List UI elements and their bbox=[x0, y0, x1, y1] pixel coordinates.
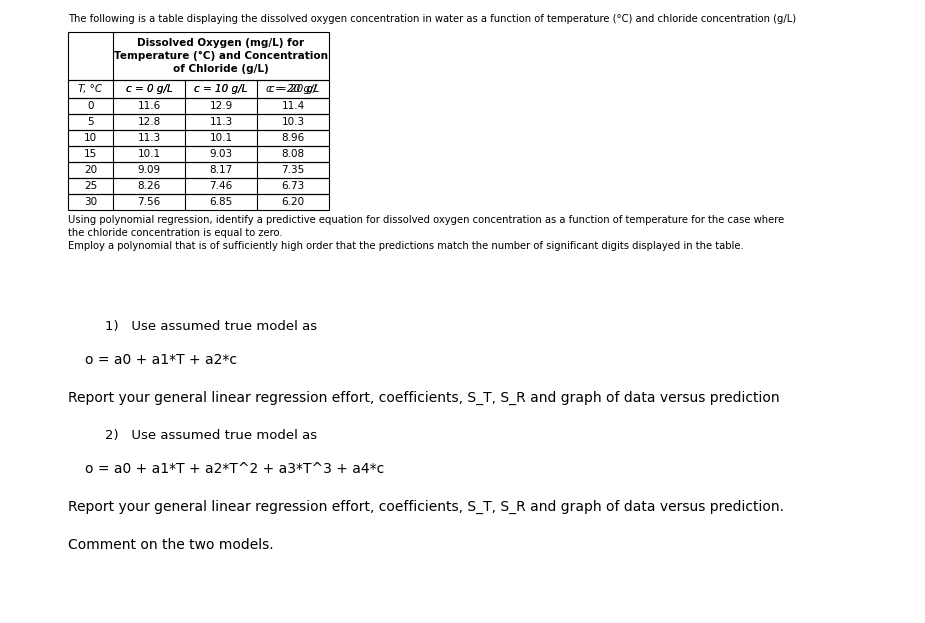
Text: 11.3: 11.3 bbox=[209, 117, 232, 127]
Text: 11.6: 11.6 bbox=[138, 101, 161, 111]
Text: 10.1: 10.1 bbox=[138, 149, 161, 159]
Text: 6.20: 6.20 bbox=[281, 197, 304, 207]
Text: c = 0 g/L: c = 0 g/L bbox=[126, 84, 172, 94]
Text: c = 10 g/L: c = 10 g/L bbox=[194, 84, 248, 94]
Bar bbox=[68, 178, 329, 194]
Text: 1)   Use assumed true model as: 1) Use assumed true model as bbox=[105, 320, 317, 333]
Text: 0: 0 bbox=[87, 101, 93, 111]
Text: 15: 15 bbox=[84, 149, 97, 159]
Text: 10.3: 10.3 bbox=[281, 117, 304, 127]
Text: 12.8: 12.8 bbox=[138, 117, 161, 127]
Text: 20: 20 bbox=[84, 165, 97, 175]
Text: c = 10 g/L: c = 10 g/L bbox=[194, 84, 248, 94]
Text: 8.96: 8.96 bbox=[281, 133, 304, 143]
Bar bbox=[68, 194, 329, 210]
Text: 12.9: 12.9 bbox=[209, 101, 232, 111]
Text: The following is a table displaying the dissolved oxygen concentration in water : The following is a table displaying the … bbox=[68, 14, 796, 24]
Text: 7.35: 7.35 bbox=[281, 165, 304, 175]
Bar bbox=[68, 114, 329, 130]
Text: 30: 30 bbox=[84, 197, 97, 207]
Text: Report your general linear regression effort, coefficients, S_T, S_R and graph o: Report your general linear regression ef… bbox=[68, 500, 784, 514]
Text: 6.73: 6.73 bbox=[281, 181, 304, 191]
Text: 11.4: 11.4 bbox=[281, 101, 304, 111]
Text: c = 20 g/: c = 20 g/ bbox=[269, 84, 316, 94]
Text: 8.17: 8.17 bbox=[209, 165, 232, 175]
Text: Employ a polynomial that is of sufficiently high order that the predictions matc: Employ a polynomial that is of sufficien… bbox=[68, 241, 744, 251]
Text: Report your general linear regression effort, coefficients, S_T, S_R and graph o: Report your general linear regression ef… bbox=[68, 391, 780, 405]
Text: 8.08: 8.08 bbox=[281, 149, 304, 159]
Text: Comment on the two models.: Comment on the two models. bbox=[68, 538, 274, 552]
Bar bbox=[68, 162, 329, 178]
Text: T, °C: T, °C bbox=[79, 84, 103, 94]
Text: 10: 10 bbox=[84, 133, 97, 143]
Text: the chloride concentration is equal to zero.: the chloride concentration is equal to z… bbox=[68, 228, 283, 238]
Text: 25: 25 bbox=[84, 181, 97, 191]
Text: c = 0 g/L: c = 0 g/L bbox=[126, 84, 172, 94]
Text: Dissolved Oxygen (mg/L) for
Temperature (°C) and Concentration
of Chloride (g/L): Dissolved Oxygen (mg/L) for Temperature … bbox=[114, 38, 328, 74]
Text: 10.1: 10.1 bbox=[209, 133, 232, 143]
Text: o = a0 + a1*T + a2*c: o = a0 + a1*T + a2*c bbox=[85, 353, 237, 367]
Text: 2)   Use assumed true model as: 2) Use assumed true model as bbox=[105, 429, 317, 442]
Text: 7.56: 7.56 bbox=[138, 197, 161, 207]
Bar bbox=[68, 146, 329, 162]
Text: 11.3: 11.3 bbox=[138, 133, 161, 143]
Text: o = a0 + a1*T + a2*T^2 + a3*T^3 + a4*c: o = a0 + a1*T + a2*T^2 + a3*T^3 + a4*c bbox=[85, 462, 384, 476]
Text: 7.46: 7.46 bbox=[209, 181, 232, 191]
Text: 6.85: 6.85 bbox=[209, 197, 232, 207]
Bar bbox=[68, 130, 329, 146]
Text: 9.09: 9.09 bbox=[138, 165, 161, 175]
Text: 9.03: 9.03 bbox=[209, 149, 232, 159]
Text: 8.26: 8.26 bbox=[138, 181, 161, 191]
Bar bbox=[68, 32, 329, 80]
Bar bbox=[68, 80, 329, 98]
Text: 5: 5 bbox=[87, 117, 93, 127]
Text: Using polynomial regression, identify a predictive equation for dissolved oxygen: Using polynomial regression, identify a … bbox=[68, 215, 784, 225]
Text: c = 20 g/L: c = 20 g/L bbox=[266, 84, 320, 94]
Bar bbox=[68, 98, 329, 114]
